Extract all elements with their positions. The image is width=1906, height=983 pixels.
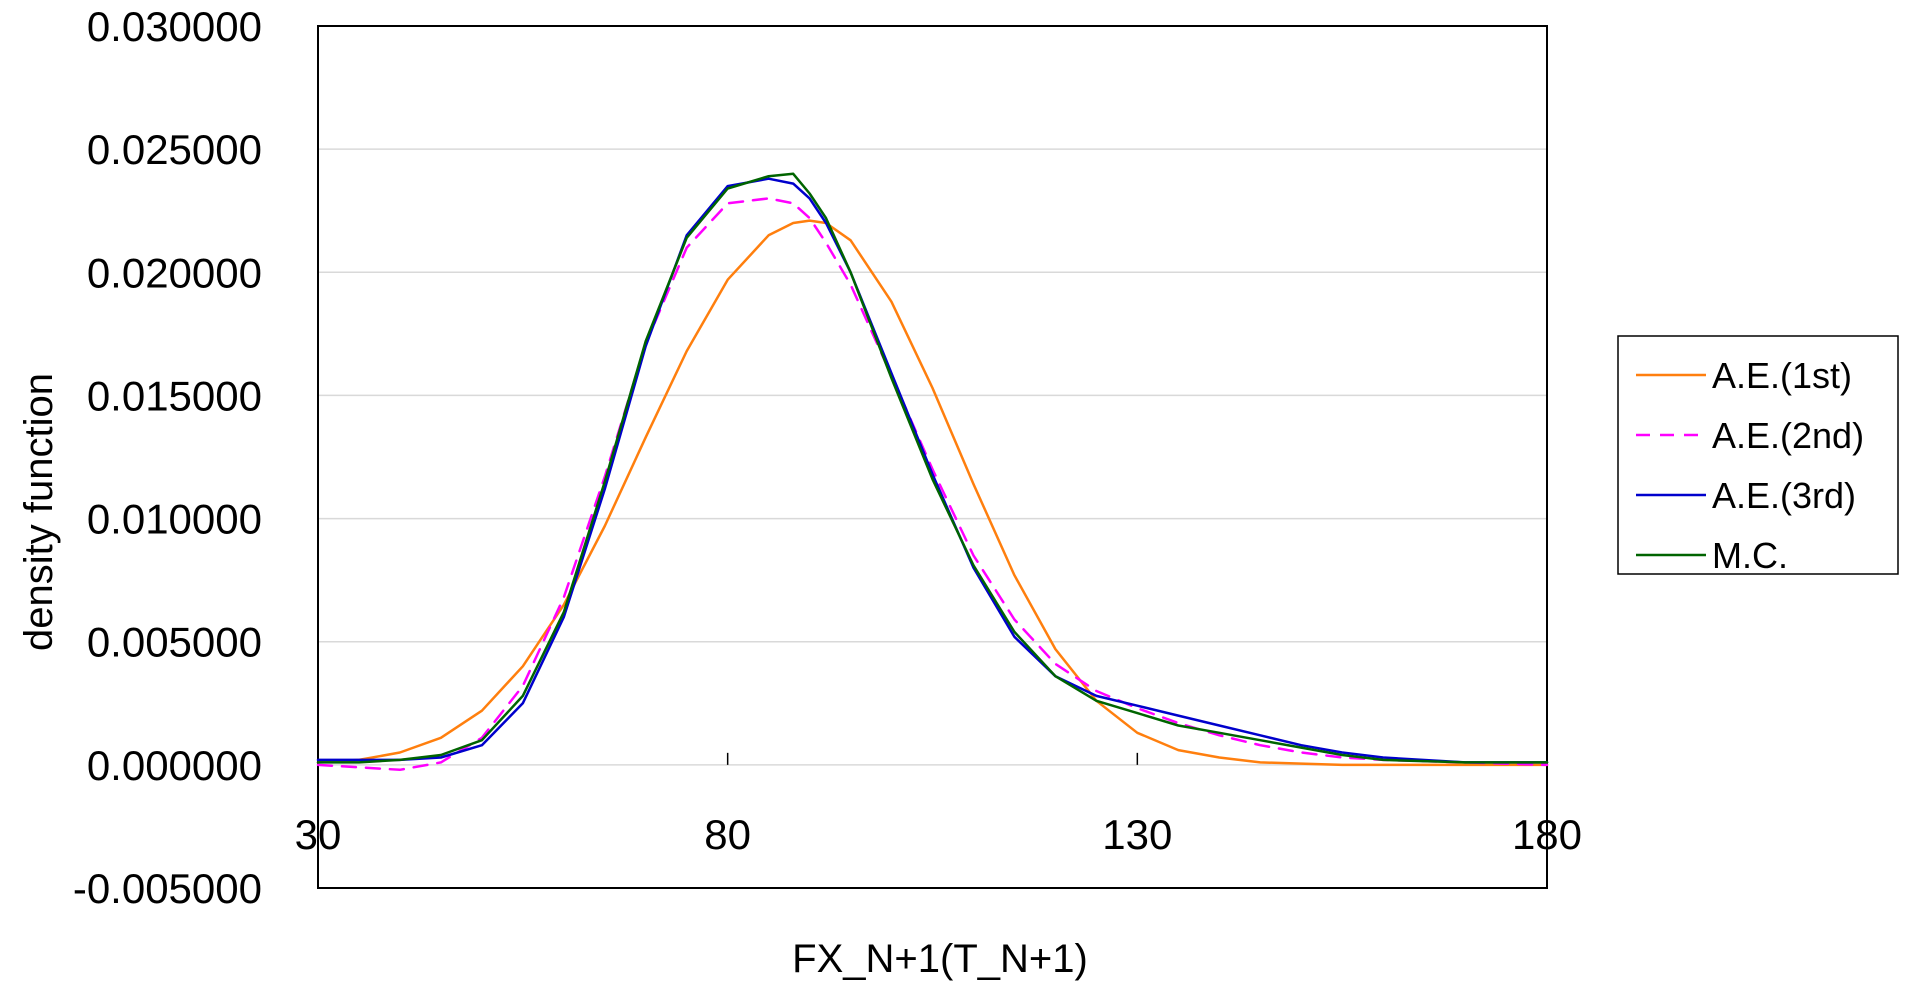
series-lines [316,172,1549,772]
x-axis-label: FX_N+1(T_N+1) [792,937,1088,981]
x-tick-labels: 30 80 130 180 [295,811,1582,858]
series-line-a-e-2nd [316,197,1549,772]
x-tick-label-3: 180 [1512,811,1582,858]
y-tick-label-0: 0.030000 [87,3,262,50]
gridlines [318,148,1547,766]
y-tick-label-7: -0.005000 [73,865,262,912]
legend-label-2: A.E.(3rd) [1712,475,1856,516]
x-tick-label-1: 80 [704,811,751,858]
y-axis-label: density function [17,373,61,651]
y-tick-labels: 0.030000 0.025000 0.020000 0.015000 0.010000… [73,3,262,912]
y-tick-label-6: 0.000000 [87,742,262,789]
legend: A.E.(1st) A.E.(2nd) A.E.(3rd) M.C. [1617,335,1899,576]
legend-label-1: A.E.(2nd) [1712,415,1864,456]
y-tick-label-3: 0.015000 [87,372,262,419]
x-tick-label-2: 130 [1102,811,1172,858]
y-tick-label-2: 0.020000 [87,249,262,296]
x-tick-label-0: 30 [295,811,342,858]
y-tick-label-4: 0.010000 [87,496,262,543]
y-tick-label-1: 0.025000 [87,126,262,173]
series-line-a-e-1st [316,219,1549,767]
legend-label-0: A.E.(1st) [1712,355,1852,396]
plot-area-border [317,25,1548,889]
legend-label-3: M.C. [1712,535,1788,576]
legend-items: A.E.(1st) A.E.(2nd) A.E.(3rd) M.C. [1636,355,1864,576]
y-tick-label-5: 0.005000 [87,619,262,666]
series-line-m-c [316,172,1549,764]
